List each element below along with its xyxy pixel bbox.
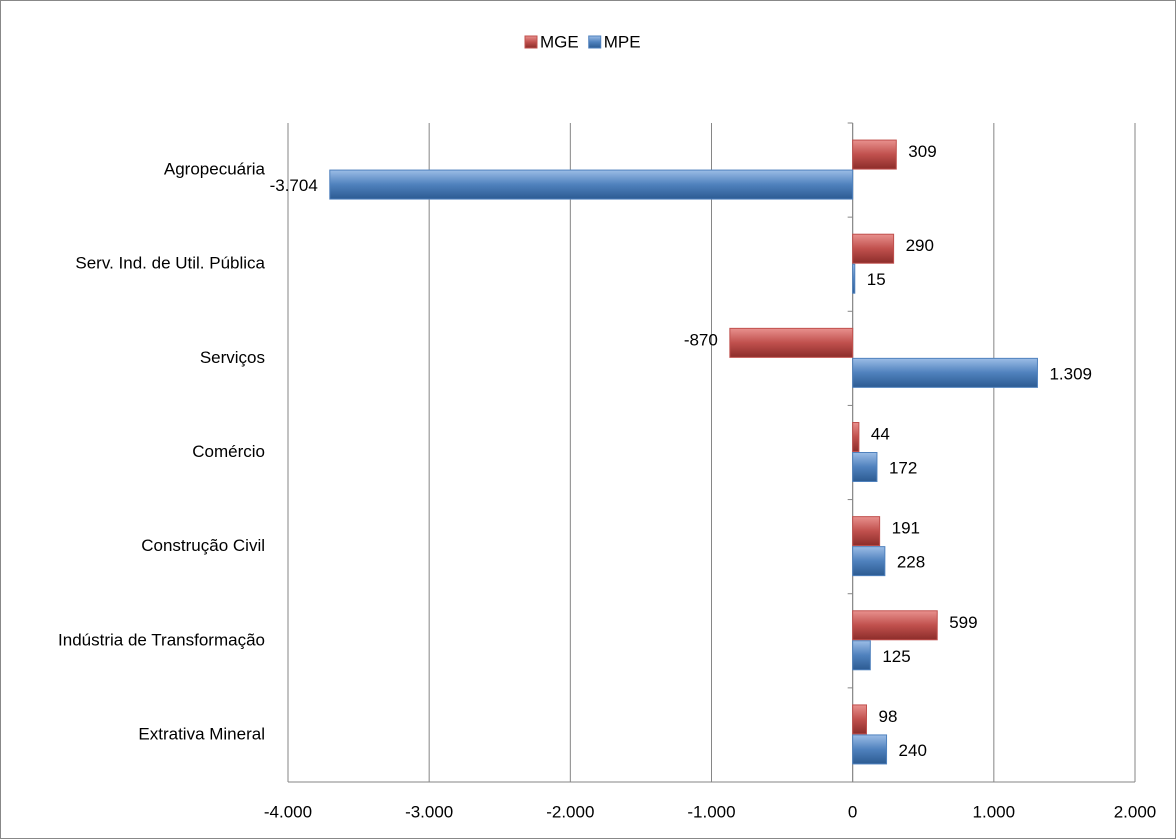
value-label: 1.309 — [1049, 364, 1092, 383]
category-label: Agropecuária — [164, 160, 266, 179]
value-label: 172 — [889, 458, 917, 477]
value-label: 309 — [908, 142, 936, 161]
category-label: Extrativa Mineral — [138, 724, 265, 743]
value-label: 240 — [899, 741, 927, 760]
legend-label: MPE — [604, 32, 641, 51]
x-tick-label: -2.000 — [546, 802, 594, 821]
category-label: Indústria de Transformação — [58, 630, 265, 649]
x-tick-label: 2.000 — [1114, 802, 1157, 821]
value-label: 599 — [949, 613, 977, 632]
category-label: Serviços — [200, 348, 265, 367]
value-label: 125 — [882, 647, 910, 666]
bar — [852, 139, 897, 170]
value-label: 44 — [871, 424, 890, 443]
x-tick-label: 1.000 — [973, 802, 1016, 821]
bar — [852, 610, 938, 641]
bar — [852, 357, 1038, 388]
category-label: Comércio — [192, 442, 265, 461]
legend-label: MGE — [540, 32, 579, 51]
value-label: -3.704 — [270, 176, 318, 195]
x-tick-label: -4.000 — [264, 802, 312, 821]
bar — [852, 704, 868, 735]
x-tick-label: -3.000 — [405, 802, 453, 821]
bar — [852, 263, 856, 294]
bar — [852, 734, 888, 765]
bar — [852, 640, 871, 671]
bar — [729, 327, 854, 358]
x-tick-label: -1.000 — [687, 802, 735, 821]
bar — [852, 422, 860, 452]
legend-swatch — [588, 35, 602, 49]
category-label: Serv. Ind. de Util. Pública — [75, 254, 265, 273]
value-label: 15 — [867, 270, 886, 289]
value-label: 290 — [906, 236, 934, 255]
legend-swatch — [524, 35, 538, 49]
category-label: Construção Civil — [141, 536, 265, 555]
x-tick-label: 0 — [848, 802, 857, 821]
bar — [852, 233, 895, 264]
value-label: 98 — [879, 707, 898, 726]
bar — [329, 169, 854, 200]
value-label: 228 — [897, 553, 925, 572]
bar — [852, 516, 881, 547]
bar — [852, 546, 886, 577]
value-label: -870 — [684, 330, 718, 349]
bar — [852, 452, 878, 482]
value-label: 191 — [892, 519, 920, 538]
